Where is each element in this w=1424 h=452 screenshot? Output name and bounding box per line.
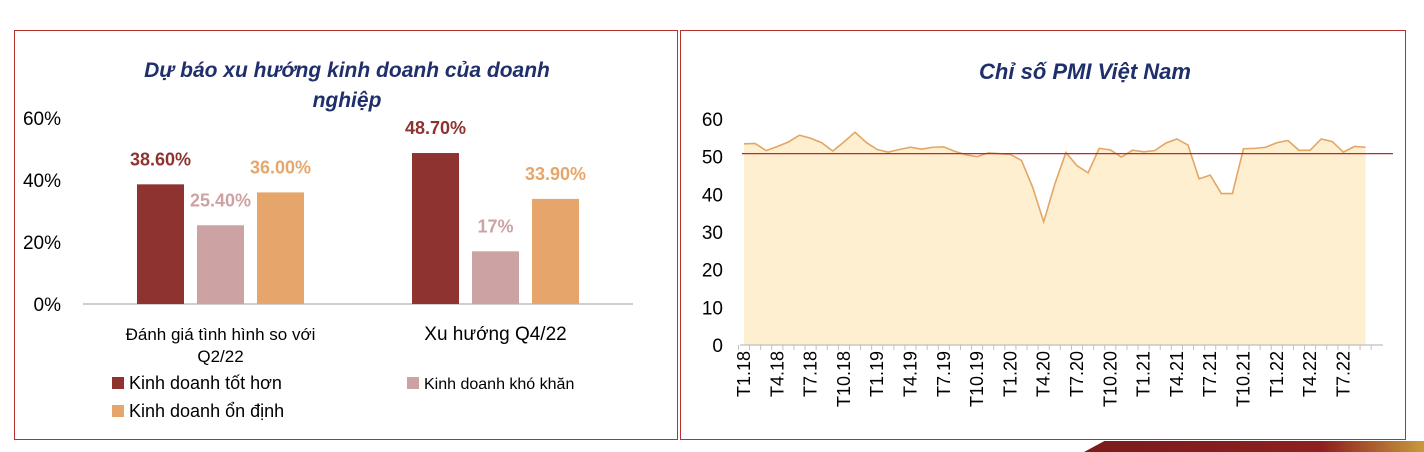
- data-label: 25.40%: [190, 190, 251, 210]
- pmi-area: [744, 132, 1366, 345]
- x-tick-label: T1.22: [1267, 351, 1287, 397]
- data-label: 33.90%: [525, 164, 586, 184]
- x-tick-label: T10.20: [1100, 351, 1120, 407]
- y-tick-label: 0: [712, 336, 723, 357]
- chart-title: nghiệp: [313, 89, 382, 112]
- data-label: 17%: [477, 216, 513, 236]
- x-tick-label: T1.18: [734, 351, 754, 397]
- x-tick-label: T1.21: [1134, 351, 1154, 397]
- x-tick-label: T1.19: [867, 351, 887, 397]
- x-tick-label: T10.18: [834, 351, 854, 407]
- legend-label: Kinh doanh khó khăn: [424, 376, 574, 393]
- y-tick-label: 40%: [23, 171, 61, 192]
- x-category-label: Xu hướng Q4/22: [424, 324, 566, 345]
- x-category-label: Đánh giá tình hình so với: [126, 325, 316, 344]
- pmi-panel: Chỉ số PMI Việt Nam 0 10 20 30 40 50 60 T1.18 T4.…: [680, 30, 1406, 440]
- bar: [412, 153, 459, 304]
- y-tick-label: 60%: [23, 109, 61, 130]
- y-tick-label: 40: [702, 185, 723, 206]
- footer-stripe: [1084, 441, 1424, 452]
- x-tick-label: T7.22: [1333, 351, 1353, 397]
- legend-label: Kinh doanh ổn định: [129, 401, 284, 421]
- legend-swatch: [112, 405, 124, 417]
- bar: [137, 184, 184, 304]
- x-tick-label: T7.21: [1200, 351, 1220, 397]
- x-tick-label: T7.19: [934, 351, 954, 397]
- x-tick-label: T4.21: [1167, 351, 1187, 397]
- y-tick-label: 20: [702, 261, 723, 282]
- x-tick-label: T4.20: [1034, 351, 1054, 397]
- x-tick-label: T10.19: [967, 351, 987, 407]
- legend-swatch: [407, 377, 419, 389]
- x-tick-label: T4.19: [901, 351, 921, 397]
- business-forecast-panel: Dự báo xu hướng kinh doanh của doanh nghi…: [14, 30, 678, 440]
- bar: [532, 198, 579, 304]
- bar: [257, 192, 304, 304]
- y-tick-label: 10: [702, 298, 723, 319]
- business-forecast-chart: Dự báo xu hướng kinh doanh của doanh nghi…: [23, 59, 633, 421]
- pmi-chart: Chỉ số PMI Việt Nam 0 10 20 30 40 50 60 T1.18 T4.…: [702, 59, 1393, 407]
- x-tick-label: T4.18: [767, 351, 787, 397]
- x-tick-label: T10.21: [1234, 351, 1254, 407]
- x-category-label: Q2/22: [197, 347, 243, 366]
- data-label: 38.60%: [130, 149, 191, 169]
- y-tick-label: 50: [702, 148, 723, 169]
- x-tick-label: T7.20: [1067, 351, 1087, 397]
- data-label: 48.70%: [405, 118, 466, 138]
- x-tick-label: T4.22: [1300, 351, 1320, 397]
- pmi-line: [743, 131, 1366, 225]
- chart-title: Dự báo xu hướng kinh doanh của doanh: [144, 59, 550, 82]
- legend-label: Kinh doanh tốt hơn: [129, 373, 282, 393]
- bar: [472, 251, 519, 304]
- y-tick-label: 30: [702, 223, 723, 244]
- legend-swatch: [112, 377, 124, 389]
- bar: [197, 225, 244, 304]
- data-label: 36.00%: [250, 157, 311, 177]
- y-tick-label: 20%: [23, 233, 61, 254]
- chart-title: Chỉ số PMI Việt Nam: [979, 59, 1191, 84]
- x-tick-label: T7.18: [801, 351, 821, 397]
- y-tick-label: 0%: [34, 295, 62, 316]
- x-tick-label: T1.20: [1000, 351, 1020, 397]
- y-tick-label: 60: [702, 110, 723, 131]
